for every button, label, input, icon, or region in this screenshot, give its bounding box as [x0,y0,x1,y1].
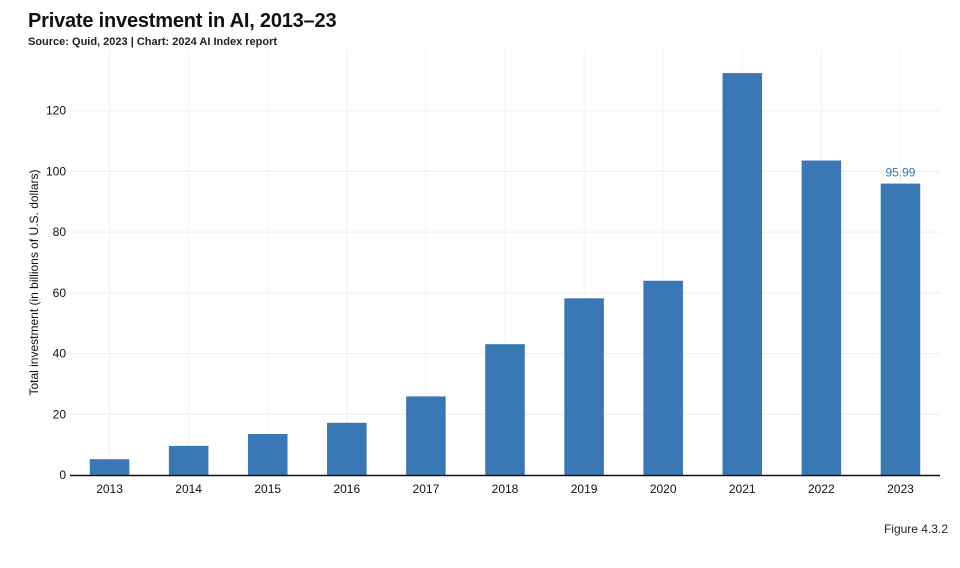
figure-label: Figure 4.3.2 [883,522,948,536]
x-tick-label: 2015 [254,482,281,496]
y-tick-label: 0 [59,468,66,482]
x-tick-label: 2013 [96,482,123,496]
y-axis-title: Total investment (in billions of U.S. do… [27,169,41,395]
y-tick-label: 80 [53,225,67,239]
x-tick-label: 2014 [175,482,202,496]
bar-2021 [722,73,763,476]
x-axis-ticks: 2013 2014 2015 2016 2017 2018 2019 2020 2021 2022… [96,482,914,496]
data-label-2023: 95.99 [885,166,915,180]
bar-2023 [880,183,921,475]
x-tick-label: 2022 [808,482,835,496]
bar-2022 [801,160,842,475]
y-tick-label: 120 [46,104,66,118]
x-tick-label: 2016 [333,482,360,496]
bar-2015 [247,434,288,475]
y-axis-ticks: 0 20 40 60 80 100 120 [46,104,66,482]
bars [89,73,921,476]
chart-subtitle: Source: Quid, 2023 | Chart: 2024 AI Inde… [28,36,278,48]
bar-2014 [168,445,209,475]
x-tick-label: 2018 [492,482,519,496]
bar-2013 [89,459,130,475]
y-tick-label: 40 [53,347,67,361]
x-tick-label: 2023 [887,482,914,496]
x-tick-label: 2017 [413,482,440,496]
x-tick-label: 2021 [729,482,756,496]
bar-2017 [406,396,446,475]
x-tick-label: 2019 [571,482,598,496]
x-tick-label: 2020 [650,482,677,496]
bar-2019 [564,298,604,475]
bar-2018 [485,344,525,475]
chart-title: Private investment in AI, 2013–23 [28,10,337,32]
y-tick-label: 60 [53,286,67,300]
bar-2020 [643,280,683,475]
data-labels: 95.99 [885,166,915,180]
y-tick-label: 20 [53,407,67,421]
bar-2016 [327,422,367,475]
y-tick-label: 100 [46,164,66,178]
